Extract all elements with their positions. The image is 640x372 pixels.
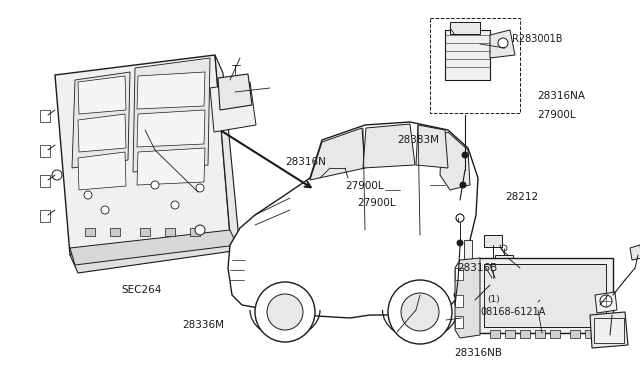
Bar <box>478 258 613 333</box>
Circle shape <box>101 206 109 214</box>
Circle shape <box>151 181 159 189</box>
Polygon shape <box>72 72 130 168</box>
Bar <box>110 228 120 236</box>
Circle shape <box>462 152 468 158</box>
Text: 27900L: 27900L <box>357 198 396 208</box>
Bar <box>490 330 500 338</box>
Circle shape <box>454 292 460 298</box>
Bar <box>455 316 463 328</box>
Bar <box>585 330 595 338</box>
Circle shape <box>195 225 205 235</box>
Text: R283001B: R283001B <box>512 34 563 44</box>
Polygon shape <box>218 74 252 110</box>
Polygon shape <box>455 258 480 338</box>
Bar <box>594 318 624 343</box>
Bar <box>520 330 530 338</box>
Bar <box>455 268 463 280</box>
Polygon shape <box>137 110 205 147</box>
Circle shape <box>401 293 439 331</box>
Polygon shape <box>215 55 240 250</box>
Text: 28383M: 28383M <box>397 135 439 144</box>
Circle shape <box>196 184 204 192</box>
Text: 27900L: 27900L <box>346 181 384 191</box>
Polygon shape <box>310 128 365 180</box>
Text: 08168-6121A: 08168-6121A <box>480 308 545 317</box>
Text: 28212: 28212 <box>506 192 539 202</box>
Bar <box>484 264 606 327</box>
Bar <box>535 330 545 338</box>
Bar <box>190 228 200 236</box>
Text: 28316NB: 28316NB <box>454 349 502 358</box>
Circle shape <box>171 201 179 209</box>
Text: 27900L: 27900L <box>538 110 576 120</box>
Bar <box>40 210 50 222</box>
Bar <box>140 228 150 236</box>
Text: (1): (1) <box>488 295 500 304</box>
Bar <box>570 330 580 338</box>
Bar <box>85 228 95 236</box>
Bar <box>165 228 175 236</box>
Circle shape <box>498 38 508 48</box>
Circle shape <box>456 214 464 222</box>
Bar <box>455 295 463 307</box>
Bar <box>445 30 490 80</box>
Polygon shape <box>70 235 240 273</box>
Circle shape <box>490 267 496 273</box>
Bar <box>40 110 50 122</box>
Bar <box>550 330 560 338</box>
Polygon shape <box>630 245 640 260</box>
Polygon shape <box>440 132 470 190</box>
Circle shape <box>460 182 466 188</box>
Text: SEC264: SEC264 <box>122 285 162 295</box>
Bar <box>450 22 480 34</box>
Polygon shape <box>55 55 230 255</box>
Polygon shape <box>595 292 617 313</box>
Bar <box>495 255 513 280</box>
Polygon shape <box>590 312 628 348</box>
Circle shape <box>457 240 463 246</box>
Polygon shape <box>416 125 448 168</box>
Circle shape <box>84 191 92 199</box>
Text: 28316B: 28316B <box>458 263 498 273</box>
Polygon shape <box>490 30 515 58</box>
Circle shape <box>388 280 452 344</box>
Polygon shape <box>78 152 126 190</box>
Polygon shape <box>460 300 495 335</box>
Polygon shape <box>137 72 205 109</box>
Polygon shape <box>78 76 126 114</box>
Bar <box>484 235 502 247</box>
Bar <box>40 145 50 157</box>
Polygon shape <box>137 148 205 185</box>
Polygon shape <box>133 58 210 172</box>
Circle shape <box>52 170 62 180</box>
Circle shape <box>486 279 494 287</box>
Polygon shape <box>363 124 415 168</box>
Polygon shape <box>228 122 478 318</box>
Bar <box>430 18 520 113</box>
Circle shape <box>501 245 507 251</box>
Bar <box>484 278 502 303</box>
Circle shape <box>600 295 612 307</box>
Polygon shape <box>210 82 256 132</box>
Text: 28316NA: 28316NA <box>538 91 586 101</box>
Text: 28316N: 28316N <box>285 157 326 167</box>
Circle shape <box>267 294 303 330</box>
Text: 28336M: 28336M <box>182 321 225 330</box>
Bar <box>40 175 50 187</box>
Polygon shape <box>78 114 126 152</box>
Polygon shape <box>70 230 237 265</box>
Bar <box>464 240 472 270</box>
Bar <box>505 330 515 338</box>
Circle shape <box>255 282 315 342</box>
